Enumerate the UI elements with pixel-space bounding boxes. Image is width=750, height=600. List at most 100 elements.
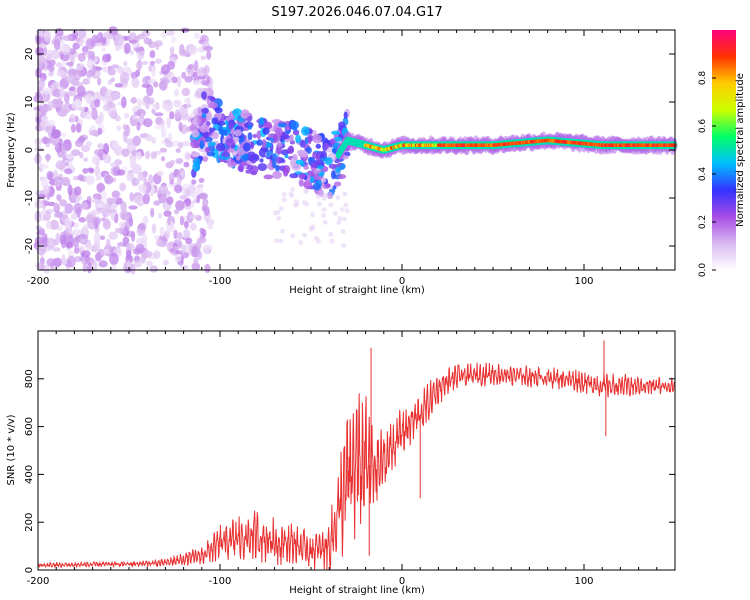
spectrogram-ridge-blob [262, 127, 270, 135]
spectrogram-noise-blob [317, 201, 323, 207]
spectrogram-noise-blob [174, 209, 180, 215]
spectrogram-x-tick-label: 0 [399, 276, 405, 287]
spectrogram-noise-blob [64, 153, 75, 160]
spectrogram-noise-blob [77, 245, 86, 251]
spectrogram-ridge-blob [272, 170, 282, 180]
spectrogram-noise-blob [99, 235, 106, 241]
snr-y-tick-label: 200 [24, 513, 35, 532]
spectrogram-noise-blob [156, 170, 164, 176]
spectrogram-noise-blob [56, 194, 62, 202]
spectrogram-noise-blob [123, 112, 130, 119]
spectrogram-noise-blob [122, 212, 130, 221]
spectrogram-noise-blob [97, 77, 102, 86]
spectrogram-noise-blob [90, 129, 99, 137]
spectrogram-ridge-blob [216, 121, 226, 126]
spectrogram-noise-blob [137, 33, 146, 40]
spectrogram-y-label: Frequency (Hz) [6, 112, 17, 188]
spectrogram-ridge-blob [237, 117, 245, 123]
spectrogram-noise-blob [203, 45, 214, 52]
spectrogram-noise-blob [185, 237, 193, 245]
spectrogram-noise-blob [131, 177, 140, 187]
spectrogram-ridge-blob [324, 183, 331, 188]
spectrogram-noise-blob [162, 79, 171, 84]
spectrogram-ridge-blob [298, 179, 304, 187]
snr-panel: -200 -100 0 100 0 200 400 600 800 Height of str… [6, 330, 676, 596]
spectrogram-noise-blob [132, 115, 138, 120]
spectrogram-noise-blob [101, 46, 106, 52]
spectrogram-ridge-blob [227, 161, 238, 167]
spectrogram-noise-blob [114, 227, 124, 234]
spectrogram-noise-blob [178, 48, 187, 57]
spectrogram-ridge-blob [263, 174, 274, 180]
spectrogram-noise-blob [136, 200, 143, 207]
spectrogram-noise-blob [169, 111, 175, 120]
spectrogram-noise-blob [154, 235, 160, 240]
spectrogram-noise-blob [138, 222, 147, 231]
spectrogram-noise-blob [169, 248, 175, 253]
spectrogram-ridge-blob [241, 153, 249, 162]
spectrogram-noise-blob [99, 111, 104, 123]
spectrogram-noise-blob [169, 159, 175, 166]
spectrogram-noise-blob [38, 163, 49, 169]
spectrogram-ridge-blob [275, 127, 283, 137]
spectrogram-ridge-blob [292, 129, 300, 136]
spectrogram-noise-blob [115, 33, 124, 46]
spectrogram-noise-blob [174, 88, 179, 98]
spectrogram-noise-blob [183, 221, 189, 229]
spectrogram-ridge-blob [261, 138, 267, 149]
spectrogram-x-label: Height of straight line (km) [289, 285, 425, 296]
spectrogram-noise-blob [175, 158, 184, 164]
spectrogram-noise-blob [52, 88, 62, 98]
spectrogram-noise-blob [102, 152, 109, 163]
spectrogram-noise-blob [97, 127, 103, 135]
spectrogram-x-tick-label: 100 [574, 276, 593, 287]
spectrogram-noise-blob [165, 140, 174, 148]
spectrogram-noise-blob [328, 231, 334, 237]
spectrogram-ridge-blob [280, 149, 290, 156]
spectrogram-noise-blob [165, 30, 175, 36]
spectrogram-noise-blob [129, 192, 134, 202]
spectrogram-noise-blob [67, 184, 73, 196]
spectrogram-noise-blob [167, 132, 173, 142]
spectrogram-noise-blob [122, 236, 130, 244]
spectrogram-noise-blob [155, 42, 160, 51]
spectrogram-ridge-blob [324, 157, 333, 166]
spectrogram-noise-blob [36, 231, 44, 236]
spectrogram-noise-blob [129, 217, 134, 227]
spectrogram-noise-blob [38, 77, 46, 89]
spectrogram-ridge-blob [192, 162, 200, 172]
spectrogram-noise-blob [155, 239, 164, 247]
spectrogram-noise-blob [125, 254, 133, 264]
spectrogram-noise-blob [135, 61, 143, 70]
spectrogram-noise-blob [183, 229, 190, 239]
spectrogram-noise-blob [192, 79, 201, 86]
spectrogram-noise-blob [65, 75, 75, 84]
spectrogram-noise-blob [202, 244, 210, 255]
spectrogram-noise-blob [332, 210, 338, 216]
spectrogram-ridge-blob [259, 158, 264, 163]
spectrogram-noise-blob [337, 215, 343, 221]
spectrogram-noise-blob [182, 140, 192, 147]
spectrogram-noise-blob [146, 97, 155, 105]
spectrogram-noise-blob [91, 260, 98, 272]
spectrogram-noise-blob [184, 75, 193, 83]
spectrogram-noise-blob [204, 263, 211, 274]
spectrogram-noise-blob [86, 242, 93, 251]
spectrogram-noise-blob [191, 262, 201, 271]
spectrogram-noise-blob [105, 89, 115, 101]
spectrogram-noise-blob [176, 75, 182, 88]
spectrogram-ridge-blob [330, 170, 336, 180]
colorbar-tick-label: 0.0 [698, 263, 708, 278]
spectrogram-ridge-blob [318, 189, 324, 197]
spectrogram-noise-blob [73, 202, 83, 215]
snr-frame [37, 330, 676, 571]
spectrogram-ridge-blob [295, 159, 304, 165]
spectrogram-noise-blob [77, 174, 84, 181]
spectrogram-ridge-blob [238, 163, 244, 172]
spectrogram-noise-blob [85, 93, 94, 104]
spectrogram-noise-blob [39, 106, 48, 117]
spectrogram-ridge-blob [324, 142, 329, 150]
spectrogram-noise-blob [143, 250, 153, 258]
spectrogram-noise-blob [143, 118, 153, 128]
